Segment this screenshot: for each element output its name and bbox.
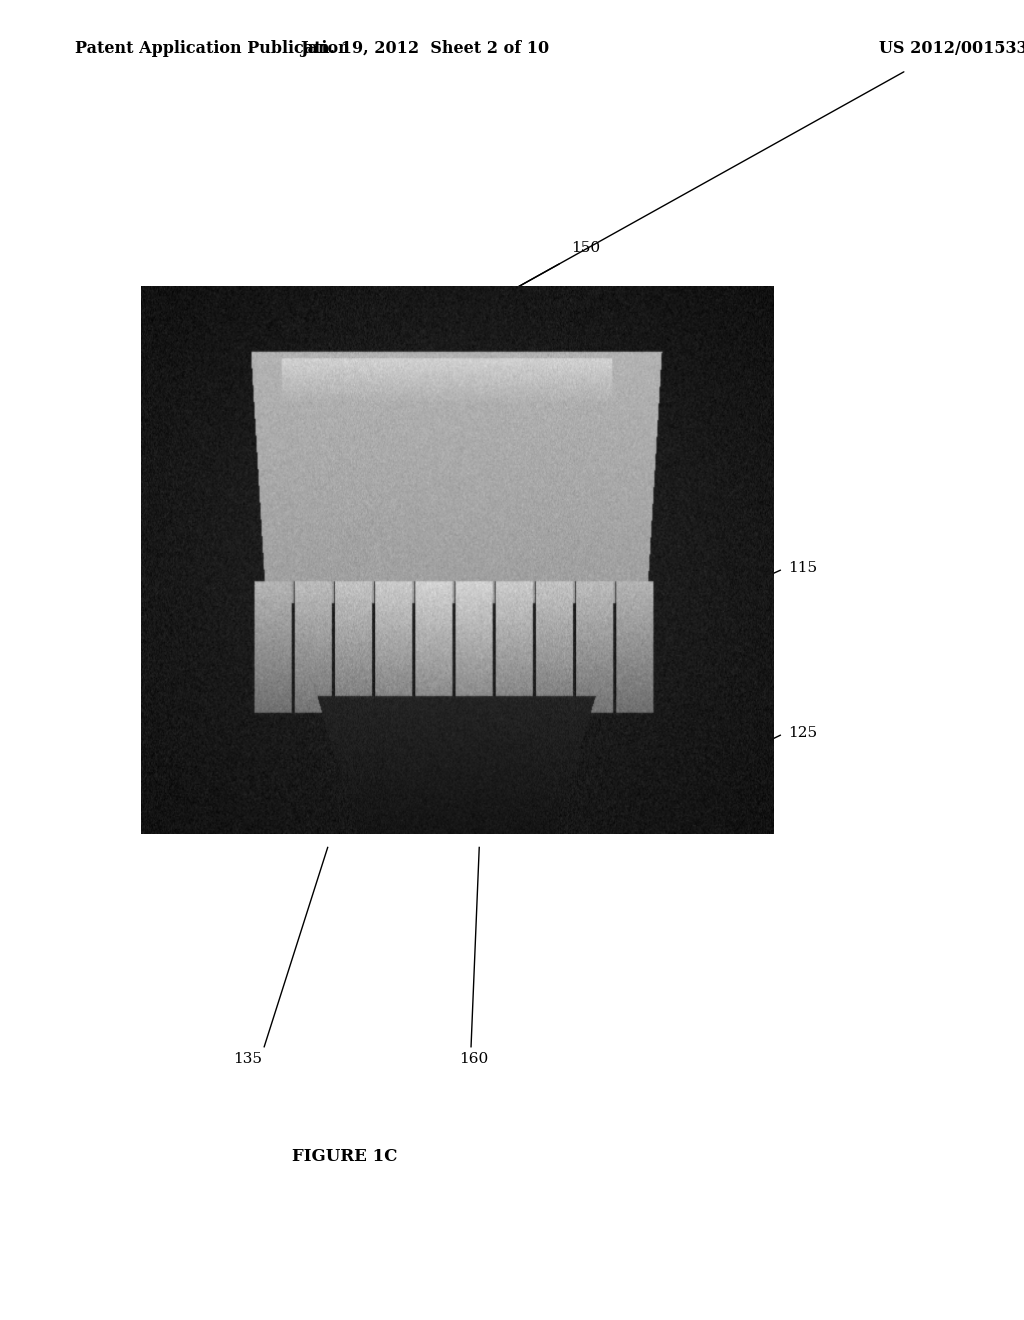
Text: 160: 160 — [459, 1052, 488, 1065]
Text: 135: 135 — [233, 1052, 262, 1065]
Text: Patent Application Publication: Patent Application Publication — [75, 40, 349, 57]
Text: FIGURE 1C: FIGURE 1C — [292, 1148, 397, 1166]
Text: 125: 125 — [788, 726, 817, 739]
Text: 150: 150 — [571, 242, 600, 255]
Text: Jan. 19, 2012  Sheet 2 of 10: Jan. 19, 2012 Sheet 2 of 10 — [300, 40, 550, 57]
Text: 115: 115 — [788, 561, 817, 574]
Text: US 2012/0015330 A1: US 2012/0015330 A1 — [879, 40, 1024, 57]
